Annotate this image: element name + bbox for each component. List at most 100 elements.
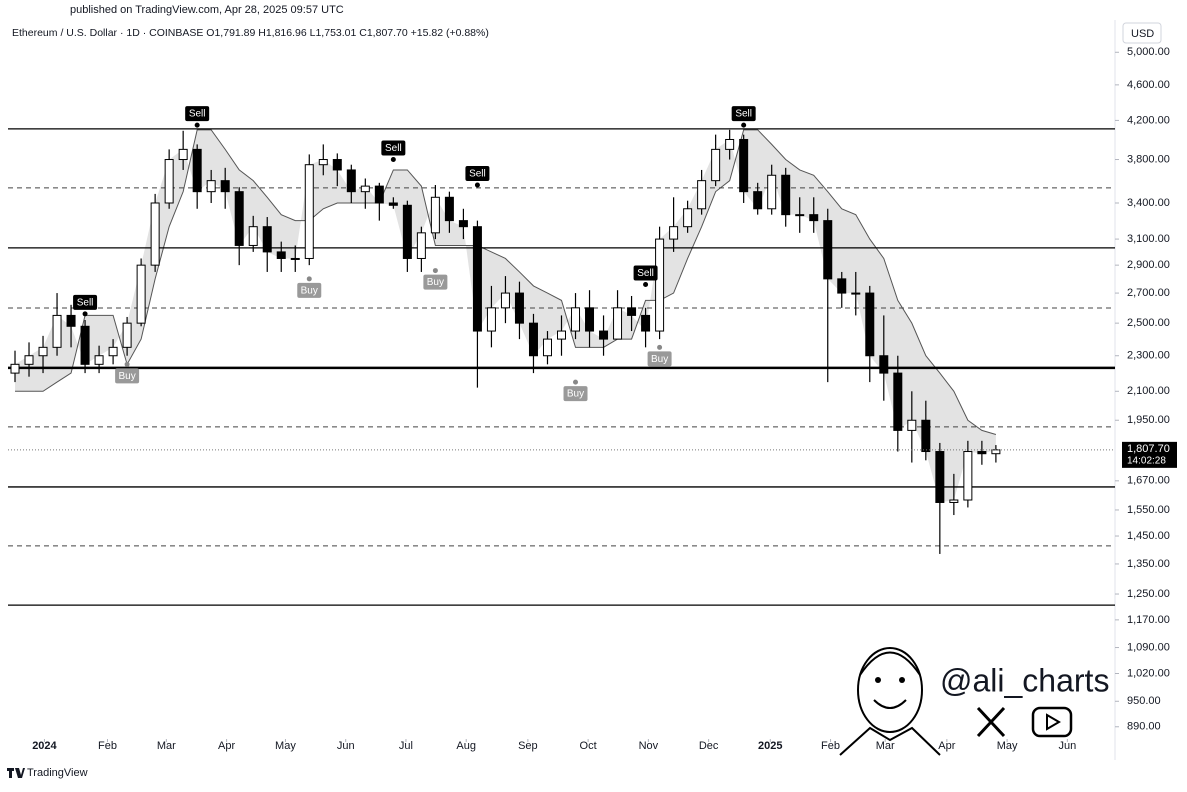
- candle-body: [585, 307, 595, 332]
- avatar-shoulders: [839, 726, 941, 756]
- candle-body: [444, 196, 454, 222]
- stop-area: [15, 129, 996, 503]
- y-tick-label: 5,000.00: [1127, 46, 1170, 58]
- candle-body: [416, 232, 426, 259]
- x-tick-label: May: [997, 740, 1018, 752]
- signal-box: [73, 294, 98, 310]
- candle-body: [991, 449, 1001, 455]
- x-tick-label: Jul: [399, 740, 413, 752]
- watermark: @ali_charts: [839, 647, 1109, 756]
- y-tick-label: 1,450.00: [1127, 530, 1170, 542]
- candle-body: [346, 169, 356, 193]
- signal-box: [423, 274, 448, 290]
- y-tick-label: 2,100.00: [1127, 385, 1170, 397]
- y-tick-label: 2,500.00: [1127, 317, 1170, 329]
- youtube-icon: [1031, 706, 1073, 738]
- candle-body: [94, 355, 104, 365]
- candle-body: [781, 174, 791, 216]
- y-tick-label: 890.00: [1127, 721, 1161, 733]
- candle-body: [500, 292, 510, 309]
- signal-label: Buy: [567, 389, 584, 400]
- x-tick-label: Feb: [98, 740, 117, 752]
- avatar-face: [857, 647, 923, 733]
- signal-point: [741, 122, 747, 128]
- y-tick-label: 2,900.00: [1127, 259, 1170, 271]
- candle-body: [557, 330, 566, 340]
- last-price-label: 1,807.70: [1127, 443, 1170, 455]
- candle-body: [38, 346, 48, 357]
- signal-label: Sell: [637, 268, 654, 279]
- candle-body: [80, 325, 90, 365]
- signal-point: [432, 268, 438, 274]
- candle-body: [949, 499, 959, 503]
- signal-box: [185, 106, 210, 122]
- candle-body: [865, 292, 875, 357]
- candle-body: [963, 451, 973, 501]
- y-tick-label: 4,200.00: [1127, 114, 1170, 126]
- candle-body: [669, 226, 679, 240]
- candle-body: [655, 238, 665, 332]
- x-tick-label: Nov: [639, 740, 659, 752]
- candle-body: [613, 307, 623, 340]
- y-tick-label: 3,800.00: [1127, 153, 1170, 165]
- candle-body: [430, 196, 440, 234]
- avatar-smile: [873, 699, 907, 709]
- avatar-eye: [899, 677, 905, 683]
- candle-body: [837, 278, 847, 294]
- x-tick-label: Apr: [938, 740, 955, 752]
- candle-body: [528, 322, 538, 357]
- x-tick-label: Feb: [821, 740, 840, 752]
- candle-body: [851, 292, 861, 295]
- signal-point: [124, 361, 130, 367]
- signal-point: [657, 344, 663, 350]
- signal-label: Sell: [469, 169, 486, 180]
- avatar-hair: [859, 651, 921, 676]
- x-tick-label: 2024: [32, 740, 57, 752]
- signal-label: Buy: [651, 354, 668, 365]
- signal-point: [194, 122, 200, 128]
- candle-body: [262, 226, 272, 253]
- candle-body: [178, 148, 188, 161]
- x-tick-label: May: [275, 740, 296, 752]
- currency: USD: [1131, 28, 1154, 40]
- y-tick-label: 1,090.00: [1127, 641, 1170, 653]
- last-price-box: [1122, 441, 1177, 468]
- candle-body: [66, 314, 76, 327]
- candle-body: [290, 257, 300, 260]
- plot: Sell Buy Sell Buy Sell Buy Sell Buy Sell Buy Sell: [8, 106, 1115, 606]
- tv-logo: [7, 768, 25, 778]
- y-tick-label: 3,400.00: [1127, 197, 1170, 209]
- x-tick-label: Aug: [456, 740, 476, 752]
- candle-body: [360, 185, 370, 193]
- candle-body: [192, 148, 202, 193]
- x-tick-label: Jun: [337, 740, 355, 752]
- signal-box: [115, 368, 140, 384]
- x-tick-label: Mar: [157, 740, 176, 752]
- candle-body: [122, 322, 132, 348]
- candle-body: [823, 220, 833, 280]
- candle-body: [599, 330, 609, 340]
- y-tick-label: 4,600.00: [1127, 79, 1170, 91]
- signal-box: [731, 106, 756, 122]
- candle-body: [472, 226, 482, 332]
- signal-point: [474, 182, 480, 188]
- footer-brand: TradingView: [27, 767, 88, 779]
- candle-body: [318, 159, 328, 166]
- signal-point: [306, 276, 312, 282]
- candle-body: [725, 138, 735, 150]
- signal-box: [563, 386, 588, 402]
- x-tick-label: Mar: [876, 740, 895, 752]
- candle-body: [935, 451, 945, 503]
- candle-body: [542, 338, 552, 357]
- candle-body: [809, 214, 819, 222]
- y-tick-label: 1,350.00: [1127, 558, 1170, 570]
- signal-label: Sell: [735, 109, 752, 120]
- candle-body: [697, 180, 707, 210]
- signal-label: Buy: [427, 277, 444, 288]
- stop-line: [15, 129, 997, 436]
- y-tick-label: 1,020.00: [1127, 667, 1170, 679]
- candle-body: [10, 363, 20, 374]
- candle-body: [276, 251, 286, 259]
